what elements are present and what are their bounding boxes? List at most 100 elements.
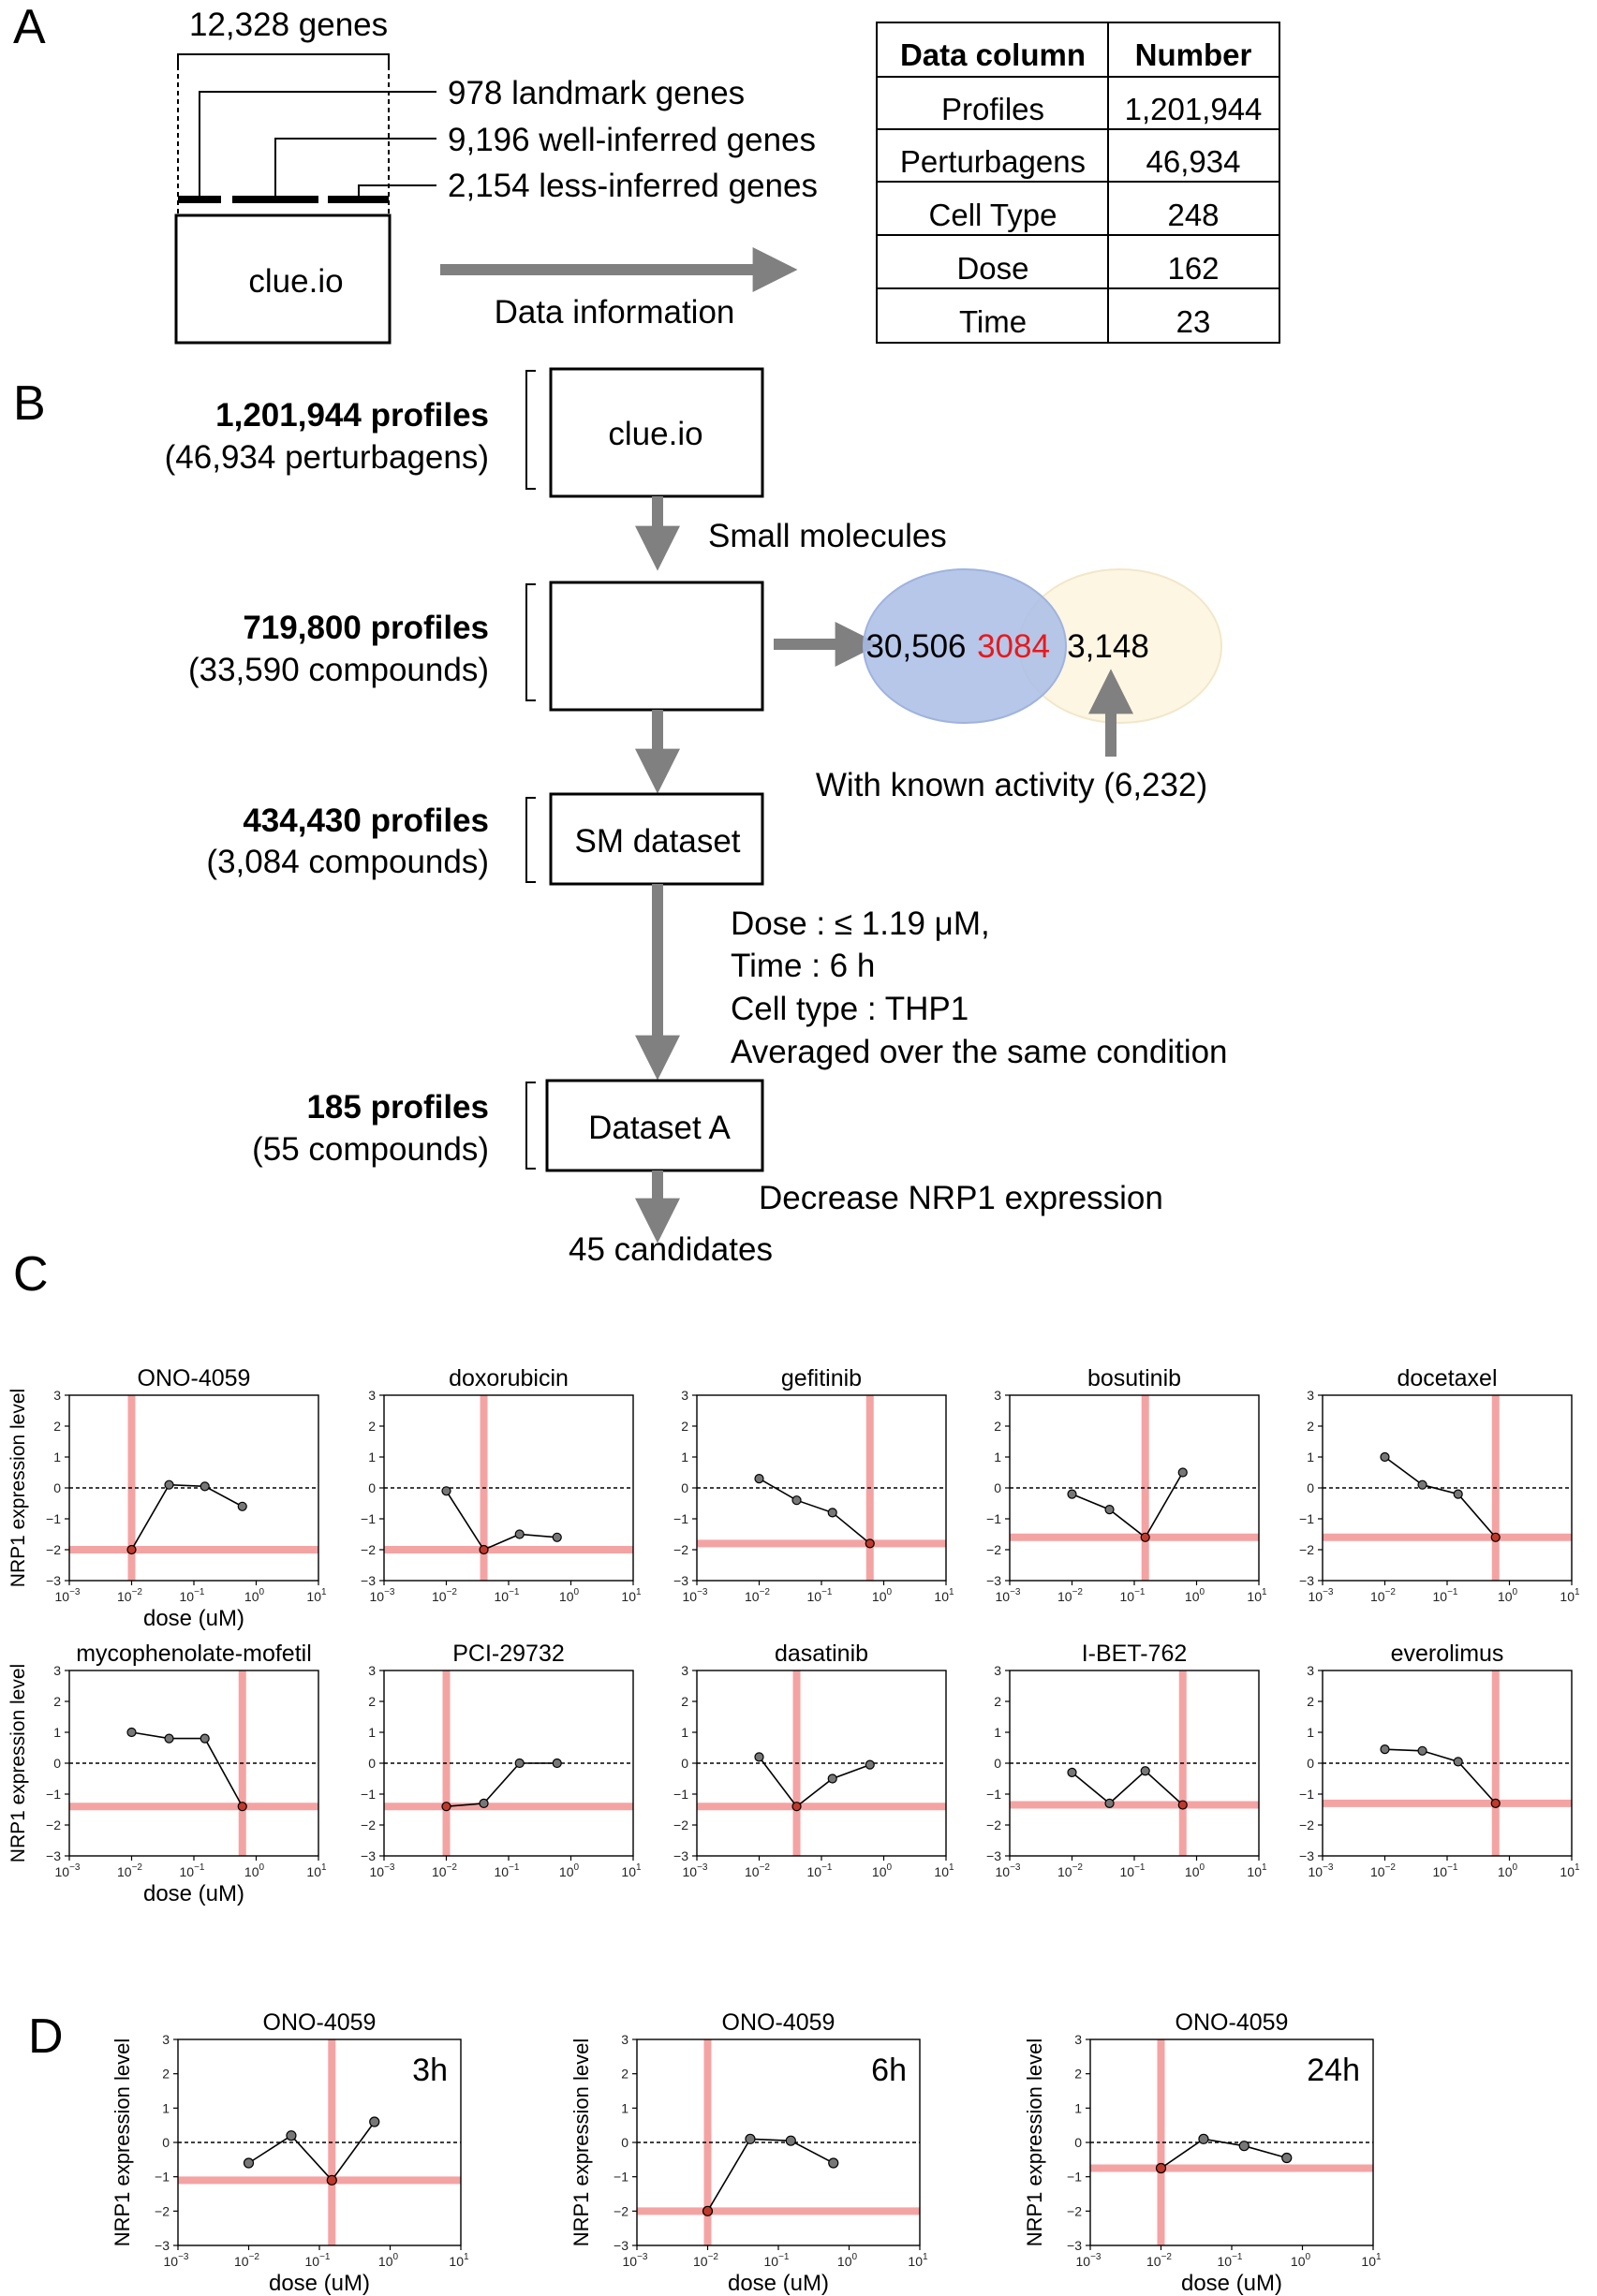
y-tick-label: 2 bbox=[368, 1694, 376, 1709]
y-tick-label: −1 bbox=[673, 1787, 688, 1802]
y-tick-label: −3 bbox=[1299, 1848, 1314, 1863]
table-cell: Profiles bbox=[941, 92, 1044, 126]
series-line bbox=[248, 2121, 376, 2182]
x-tick-label: 10−2 bbox=[432, 1587, 457, 1604]
y-tick-label: 1 bbox=[1307, 1725, 1314, 1740]
data-point bbox=[1155, 2162, 1167, 2174]
series-line bbox=[1384, 1748, 1497, 1804]
venn-overlap-count: 3084 bbox=[977, 628, 1050, 665]
x-tick-label: 10−3 bbox=[55, 1862, 81, 1879]
x-tick-label: 10−2 bbox=[117, 1587, 142, 1604]
y-tick-label: 2 bbox=[1074, 2067, 1082, 2082]
data-point bbox=[754, 1473, 764, 1484]
data-point bbox=[791, 1495, 802, 1506]
x-tick-label: 10−3 bbox=[996, 1587, 1021, 1604]
y-tick-label: −2 bbox=[986, 1542, 1001, 1557]
y-tick-label: −2 bbox=[361, 1818, 376, 1832]
data-point bbox=[827, 1508, 837, 1518]
venn-right-count: 3,148 bbox=[1067, 628, 1149, 665]
data-point bbox=[827, 1774, 837, 1784]
x-tick-label: 100 bbox=[244, 1862, 265, 1879]
y-tick-label: −1 bbox=[986, 1787, 1001, 1802]
y-tick-label: 1 bbox=[53, 1725, 61, 1740]
panel-a: A 12,328 genes 978 landmark genes 9,196 … bbox=[13, 0, 1280, 345]
x-tick-label: 10−1 bbox=[1433, 1587, 1458, 1604]
y-tick-label: 0 bbox=[53, 1480, 61, 1495]
x-tick-label: 10−1 bbox=[764, 2252, 790, 2269]
x-tick-label: 10−2 bbox=[1057, 1587, 1083, 1604]
y-tick-label: 0 bbox=[681, 1756, 688, 1771]
y-tick-label: −2 bbox=[673, 1818, 688, 1832]
series-line bbox=[1071, 1770, 1184, 1806]
series-line bbox=[131, 1731, 244, 1807]
stage2-profiles: 719,800 profiles bbox=[243, 610, 489, 646]
data-point bbox=[237, 1501, 247, 1511]
x-tick-label: 100 bbox=[837, 2252, 858, 2269]
venn-caption: With known activity (6,232) bbox=[816, 767, 1207, 803]
y-axis-label: NRP1 expression level bbox=[569, 2038, 593, 2247]
y-tick-label: 3 bbox=[681, 1663, 688, 1678]
stage3-box bbox=[549, 792, 764, 886]
table-cell: Time bbox=[959, 304, 1027, 339]
stage4-box bbox=[545, 1079, 764, 1172]
x-tick-label: 10−1 bbox=[495, 1587, 520, 1604]
data-point bbox=[702, 2205, 714, 2216]
y-tick-label: 0 bbox=[621, 2135, 628, 2150]
y-tick-label: 0 bbox=[368, 1480, 376, 1495]
landmark-genes-label: 978 landmark genes bbox=[448, 75, 745, 111]
data-point bbox=[865, 1538, 875, 1549]
x-tick-label: 10−1 bbox=[1218, 2252, 1243, 2269]
stage1-box-label: clue.io bbox=[608, 416, 702, 452]
x-tick-label: 100 bbox=[1291, 2252, 1311, 2269]
step4-label: Decrease NRP1 expression bbox=[759, 1180, 1163, 1216]
data-point bbox=[754, 1752, 764, 1762]
chart-title: doxorubicin bbox=[449, 1365, 569, 1391]
x-tick-label: 101 bbox=[621, 1587, 642, 1604]
y-tick-label: 0 bbox=[162, 2135, 170, 2150]
y-tick-label: 3 bbox=[53, 1663, 61, 1678]
y-tick-label: 1 bbox=[994, 1450, 1001, 1464]
data-point bbox=[745, 2133, 756, 2144]
y-tick-label: 0 bbox=[53, 1756, 61, 1771]
y-tick-label: 2 bbox=[368, 1419, 376, 1434]
data-point bbox=[326, 2174, 337, 2186]
y-tick-label: 0 bbox=[368, 1756, 376, 1771]
time-label: 24h bbox=[1307, 2053, 1360, 2088]
y-tick-label: −2 bbox=[1299, 1542, 1314, 1557]
chart-title: ONO-4059 bbox=[1176, 2009, 1289, 2036]
y-tick-label: −1 bbox=[46, 1787, 61, 1802]
y-tick-label: 2 bbox=[994, 1419, 1001, 1434]
data-point bbox=[1067, 1767, 1077, 1778]
y-tick-label: −1 bbox=[1299, 1511, 1314, 1526]
y-tick-label: 1 bbox=[162, 2100, 170, 2115]
data-point bbox=[785, 2135, 796, 2146]
table-cell: 248 bbox=[1167, 198, 1219, 232]
data-point bbox=[1177, 1800, 1188, 1810]
data-point bbox=[1140, 1532, 1150, 1542]
y-tick-label: −1 bbox=[614, 2170, 628, 2185]
genes-bracket bbox=[177, 53, 390, 66]
table-cell: 1,201,944 bbox=[1125, 92, 1263, 126]
x-axis-label: dose (uM) bbox=[143, 1881, 244, 1906]
x-tick-label: 10−2 bbox=[693, 2252, 718, 2269]
table-cell: 23 bbox=[1176, 304, 1211, 339]
x-tick-label: 100 bbox=[1498, 1587, 1518, 1604]
condition-time: Time : 6 h bbox=[731, 948, 875, 984]
x-tick-label: 10−2 bbox=[1057, 1862, 1083, 1879]
data-point bbox=[1104, 1504, 1115, 1515]
y-tick-label: −1 bbox=[361, 1787, 376, 1802]
x-tick-label: 10−2 bbox=[1370, 1862, 1396, 1879]
data-point bbox=[828, 2157, 839, 2169]
data-point bbox=[441, 1802, 451, 1812]
y-tick-label: 0 bbox=[994, 1480, 1001, 1495]
table-cell: 46,934 bbox=[1146, 144, 1241, 179]
y-tick-label: −1 bbox=[673, 1511, 688, 1526]
data-point bbox=[1453, 1489, 1463, 1499]
x-tick-label: 10−2 bbox=[234, 2252, 259, 2269]
data-point bbox=[1490, 1798, 1501, 1809]
x-tick-label: 101 bbox=[1560, 1862, 1580, 1879]
data-point bbox=[237, 1802, 247, 1812]
